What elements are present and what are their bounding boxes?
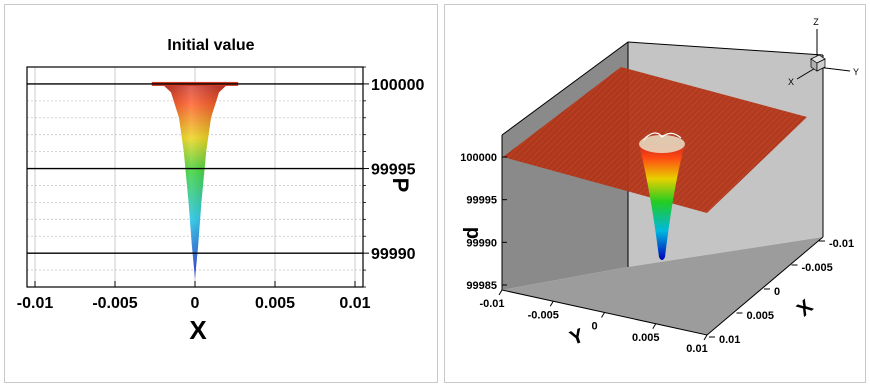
axis-triad: Z Y X — [788, 17, 859, 87]
x-tick-label: -0.005 — [92, 295, 137, 312]
funnel-rim — [639, 135, 685, 153]
y-tick-label: 99995 — [371, 162, 416, 179]
y3d-tick-label: -0.01 — [479, 298, 504, 310]
y-axis-ticks: 99990 99995 100000 — [363, 66, 424, 288]
y-axis-ticks-3d: -0.01 -0.005 0 0.005 0.01 — [479, 289, 708, 355]
right-chart-svg: 100000 99995 99990 99985 p -0.01 -0.005 0 0.00… — [460, 17, 859, 355]
y-axis-label: P — [388, 178, 413, 193]
x-tick-label: 0.01 — [339, 295, 370, 312]
y-tick-label: 100000 — [371, 77, 424, 94]
pressure-funnel — [639, 132, 685, 260]
x3d-tick-label: 0 — [774, 286, 780, 298]
x-axis-ticks: -0.01 -0.005 0 0.005 0.01 — [17, 281, 371, 312]
left-chart-svg: Initial value -0.01 -0.005 0 0.005 0.01 9999… — [17, 37, 425, 345]
x-tick-label: 0 — [191, 295, 200, 312]
x3d-tick-label: 0.005 — [747, 310, 775, 322]
y3d-tick-label: -0.005 — [528, 309, 559, 321]
triad-x-label: X — [788, 77, 794, 87]
y3d-tick-label: 0.005 — [632, 332, 660, 344]
y3d-tick-mark — [498, 289, 503, 296]
y-tick-label: 99990 — [371, 246, 416, 263]
y3d-tick-mark — [549, 300, 554, 307]
z-tick-label: 99990 — [466, 237, 497, 249]
x-axis-label: X — [189, 315, 207, 345]
z-axis-label: p — [462, 227, 484, 239]
x-tick-label: -0.01 — [17, 295, 54, 312]
chart-title: Initial value — [167, 37, 254, 54]
y3d-tick-label: 0.01 — [686, 343, 707, 355]
x3d-tick-label: -0.005 — [802, 262, 833, 274]
z-tick-label: 99995 — [466, 195, 497, 207]
triad-y-label: Y — [853, 67, 859, 77]
pressure-surface — [151, 81, 239, 279]
y-axis-label-3d: Y — [567, 325, 588, 350]
y3d-tick-mark — [703, 334, 708, 341]
z-tick-label: 100000 — [460, 152, 497, 164]
z-axis-ticks: 100000 99995 99990 99985 — [460, 152, 507, 292]
z-tick-label: 99985 — [466, 280, 497, 292]
x-axis-label-3d: X — [793, 295, 818, 321]
x3d-tick-label: 0.01 — [719, 334, 740, 346]
x3d-tick-label: -0.01 — [829, 238, 854, 250]
major-hlines — [27, 83, 363, 254]
y3d-tick-mark — [601, 312, 605, 318]
y3d-tick-label: 0 — [591, 321, 597, 333]
y3d-tick-mark — [652, 323, 657, 330]
floor — [502, 237, 823, 335]
left-chart-panel: Initial value -0.01 -0.005 0 0.005 0.01 9999… — [4, 4, 438, 383]
funnel-highlight — [642, 132, 682, 141]
x-axis-ticks-3d: -0.01 -0.005 0 0.005 0.01 — [709, 238, 854, 346]
surface-shade — [155, 83, 235, 279]
funnel-body — [639, 144, 685, 260]
right-chart-panel: 100000 99995 99990 99985 p -0.01 -0.005 0 0.00… — [444, 4, 866, 383]
x-tick-label: 0.005 — [255, 295, 295, 312]
triad-z-label: Z — [813, 17, 819, 27]
